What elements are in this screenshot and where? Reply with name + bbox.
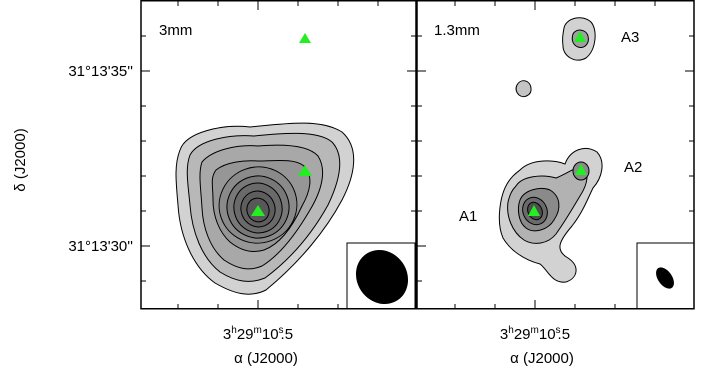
left-panel-frame — [140, 0, 417, 310]
y-axis-label: δ (J2000) — [12, 128, 29, 191]
right-panel-frame — [416, 0, 695, 310]
x-axis-label-right: α (J2000) — [510, 350, 574, 367]
source-marker — [299, 33, 311, 43]
y-tick-label: 31°13'35'' — [68, 63, 133, 80]
source-label-a1: A1 — [459, 208, 477, 225]
y-axis: 31°13'35'' 31°13'30'' δ (J2000) — [12, 63, 133, 255]
left-panel-label: 3mm — [159, 22, 192, 39]
source-marker — [251, 205, 265, 216]
source-marker — [298, 165, 312, 176]
x-tick-label-right: 3h29m10s.5 — [500, 325, 570, 343]
right-panel-label: 1.3mm — [434, 22, 480, 39]
source-label-a3: A3 — [621, 29, 639, 46]
x-axis-label-left: α (J2000) — [234, 350, 298, 367]
right-beam-ellipse — [656, 267, 674, 289]
source-label-a2: A2 — [624, 159, 642, 176]
left-contours — [175, 122, 355, 295]
right-panel: 1.3mm A1 A2 A3 — [434, 17, 695, 310]
source-marker — [528, 205, 540, 216]
left-beam-ellipse — [355, 249, 409, 305]
left-panel: 3mm — [159, 22, 416, 310]
y-tick-label: 31°13'30'' — [68, 238, 133, 255]
source-marker — [575, 164, 587, 175]
source-marker — [574, 31, 586, 42]
tick-marks — [141, 1, 694, 309]
panel-frames — [140, 0, 695, 310]
x-tick-label-left: 3h29m10s.5 — [223, 325, 293, 343]
isolated-blob — [515, 80, 532, 98]
x-axis: 3h29m10s.5 α (J2000) 3h29m10s.5 α (J2000… — [223, 325, 574, 367]
